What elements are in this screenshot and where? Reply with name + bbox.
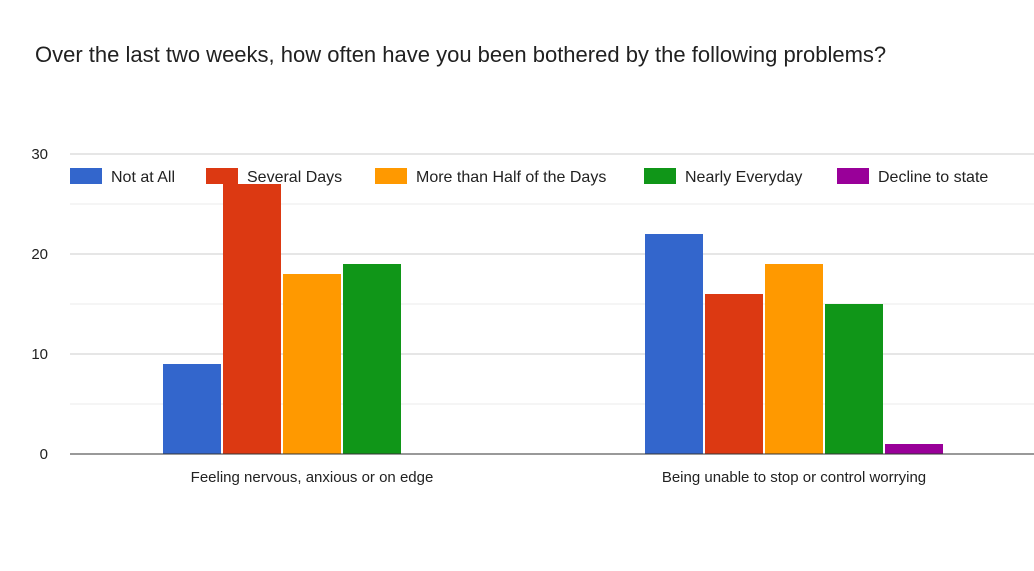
bar-nearly-everyday-0 <box>343 264 401 454</box>
legend: Not at All Several Days More than Half of … <box>70 168 988 186</box>
bar-not-at-all-0 <box>163 364 221 454</box>
category-labels: Feeling nervous, anxious or on edge Being… <box>191 469 927 486</box>
chart-title: Over the last two weeks, how often have … <box>35 42 887 67</box>
y-axis-ticks: 0 10 20 30 <box>31 146 48 463</box>
legend-label: Nearly Everyday <box>685 169 802 186</box>
legend-item-decline-to-state: Decline to state <box>837 168 988 186</box>
y-tick-label: 10 <box>31 346 48 363</box>
legend-label: Several Days <box>247 169 342 186</box>
legend-swatch <box>644 168 676 184</box>
legend-item-not-at-all: Not at All <box>70 168 175 186</box>
category-label: Being unable to stop or control worrying <box>662 469 926 486</box>
bar-nearly-everyday-1 <box>825 304 883 454</box>
legend-label: Decline to state <box>878 169 988 186</box>
bars <box>163 184 943 454</box>
legend-item-several-days: Several Days <box>206 168 342 186</box>
legend-label: Not at All <box>111 169 175 186</box>
y-tick-label: 0 <box>40 446 48 463</box>
bar-decline-to-state-1 <box>885 444 943 454</box>
bar-several-days-1 <box>705 294 763 454</box>
legend-swatch <box>70 168 102 184</box>
legend-item-nearly-everyday: Nearly Everyday <box>644 168 802 186</box>
bar-not-at-all-1 <box>645 234 703 454</box>
bar-several-days-0 <box>223 184 281 454</box>
legend-swatch <box>837 168 869 184</box>
y-tick-label: 20 <box>31 246 48 263</box>
legend-swatch <box>206 168 238 184</box>
bar-more-than-half-of-the-days-0 <box>283 274 341 454</box>
category-label: Feeling nervous, anxious or on edge <box>191 469 434 486</box>
bar-more-than-half-of-the-days-1 <box>765 264 823 454</box>
legend-label: More than Half of the Days <box>416 169 606 186</box>
y-tick-label: 30 <box>31 146 48 163</box>
legend-swatch <box>375 168 407 184</box>
legend-item-more-than-half-of-the-days: More than Half of the Days <box>375 168 606 186</box>
